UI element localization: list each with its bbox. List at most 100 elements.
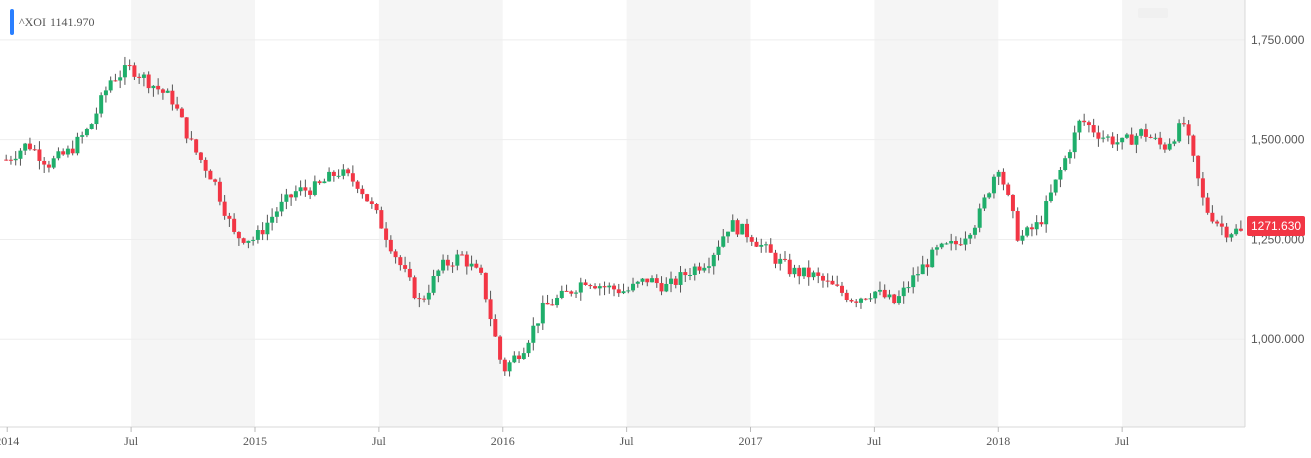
candle-body: [1072, 132, 1077, 153]
candle-body: [56, 151, 61, 159]
candle-body: [1158, 137, 1163, 145]
candle-body: [915, 274, 920, 276]
candle-body: [1096, 132, 1101, 139]
candle-body: [688, 275, 693, 277]
candle-body: [407, 268, 412, 278]
band-2018-07: [1122, 0, 1245, 427]
candle-body: [236, 231, 241, 239]
candle-body: [436, 270, 441, 277]
horizontal-gridlines: [0, 39, 1245, 340]
candle-body: [1120, 137, 1125, 143]
candle-body: [284, 194, 289, 202]
band-2016-07: [626, 0, 751, 427]
candle-body: [184, 117, 189, 139]
candle-body: [360, 188, 365, 195]
candle-body: [697, 266, 702, 271]
candle-body: [650, 278, 655, 283]
candle-body: [99, 95, 104, 114]
candle-body: [901, 287, 906, 297]
candle-body: [911, 275, 916, 288]
candle-body: [896, 296, 901, 304]
candle-body: [1229, 234, 1234, 238]
watermark-shape: [1138, 8, 1168, 18]
x-axis: 2014 Jul 2015 Jul 2016 Jul 2017 Jul 2018 Jul: [0, 426, 1245, 448]
candle-body: [346, 169, 351, 174]
candle-body: [431, 276, 436, 293]
candle-body: [1196, 155, 1201, 179]
candle-body: [559, 290, 564, 298]
candle-body: [327, 171, 332, 182]
watermark-logo: [1138, 8, 1168, 18]
x-tick-label: Jul: [372, 434, 387, 448]
candle-body: [393, 251, 398, 258]
candle-body: [70, 148, 75, 154]
candle-body: [716, 246, 721, 255]
candle-body: [1048, 192, 1053, 202]
candle-body: [507, 362, 512, 372]
candle-body: [336, 175, 341, 177]
candle-body: [574, 292, 579, 294]
candle-body: [782, 258, 787, 260]
candle-body: [1153, 137, 1158, 139]
candle-body: [450, 265, 455, 267]
candle-body: [925, 264, 930, 268]
candle-body: [1234, 228, 1239, 235]
period-bands: [131, 0, 1245, 427]
candle-body: [977, 208, 982, 228]
candle-body: [8, 159, 13, 161]
candle-body: [835, 284, 840, 286]
candle-body: [75, 136, 80, 154]
candle-body: [412, 277, 417, 299]
candle-body: [341, 169, 346, 176]
candle-body: [1001, 171, 1006, 185]
candle-body: [578, 282, 583, 293]
candle-body: [132, 65, 137, 77]
candle-body: [1191, 135, 1196, 156]
candle-body: [882, 289, 887, 298]
candle-body: [160, 89, 165, 93]
candle-body: [217, 181, 222, 202]
candle-body: [374, 203, 379, 211]
candle-body: [1224, 226, 1229, 238]
candle-body: [274, 211, 279, 217]
candle-body: [165, 90, 170, 93]
candle-body: [170, 90, 175, 105]
y-tick-label: 1,750.000: [1251, 33, 1305, 47]
candle-body: [1219, 223, 1224, 227]
candle-body: [156, 85, 161, 90]
candle-body: [23, 143, 28, 151]
y-tick-label: 1,500.000: [1251, 133, 1305, 147]
candle-body: [1110, 136, 1115, 145]
candle-body: [175, 104, 180, 109]
candle-body: [1139, 129, 1144, 136]
candle-body: [531, 325, 536, 343]
candle-body: [583, 282, 588, 285]
candle-body: [1029, 227, 1034, 230]
candle-body: [203, 159, 208, 171]
candle-body: [141, 74, 146, 78]
candle-body: [645, 278, 650, 283]
x-tick-label: 2015: [243, 434, 267, 448]
candle-body: [403, 265, 408, 269]
candle-body: [820, 275, 825, 281]
candle-body: [137, 76, 142, 78]
candle-body: [1020, 235, 1025, 241]
candle-body: [1238, 228, 1243, 231]
candle-body: [379, 210, 384, 229]
candle-body: [996, 171, 1001, 177]
candle-body: [778, 258, 783, 264]
candle-body: [806, 267, 811, 278]
candle-body: [4, 159, 9, 161]
candle-body: [555, 297, 560, 306]
legend-symbol: ^XOI: [19, 15, 46, 29]
candle-body: [246, 240, 251, 243]
candle-body: [873, 291, 878, 299]
candle-body: [350, 173, 355, 182]
candle-body: [303, 187, 308, 191]
candles: [4, 56, 1243, 377]
candle-body: [920, 264, 925, 275]
candle-body: [730, 220, 735, 232]
candle-body: [94, 113, 99, 125]
candle-body: [773, 252, 778, 264]
candle-body: [1077, 120, 1082, 133]
